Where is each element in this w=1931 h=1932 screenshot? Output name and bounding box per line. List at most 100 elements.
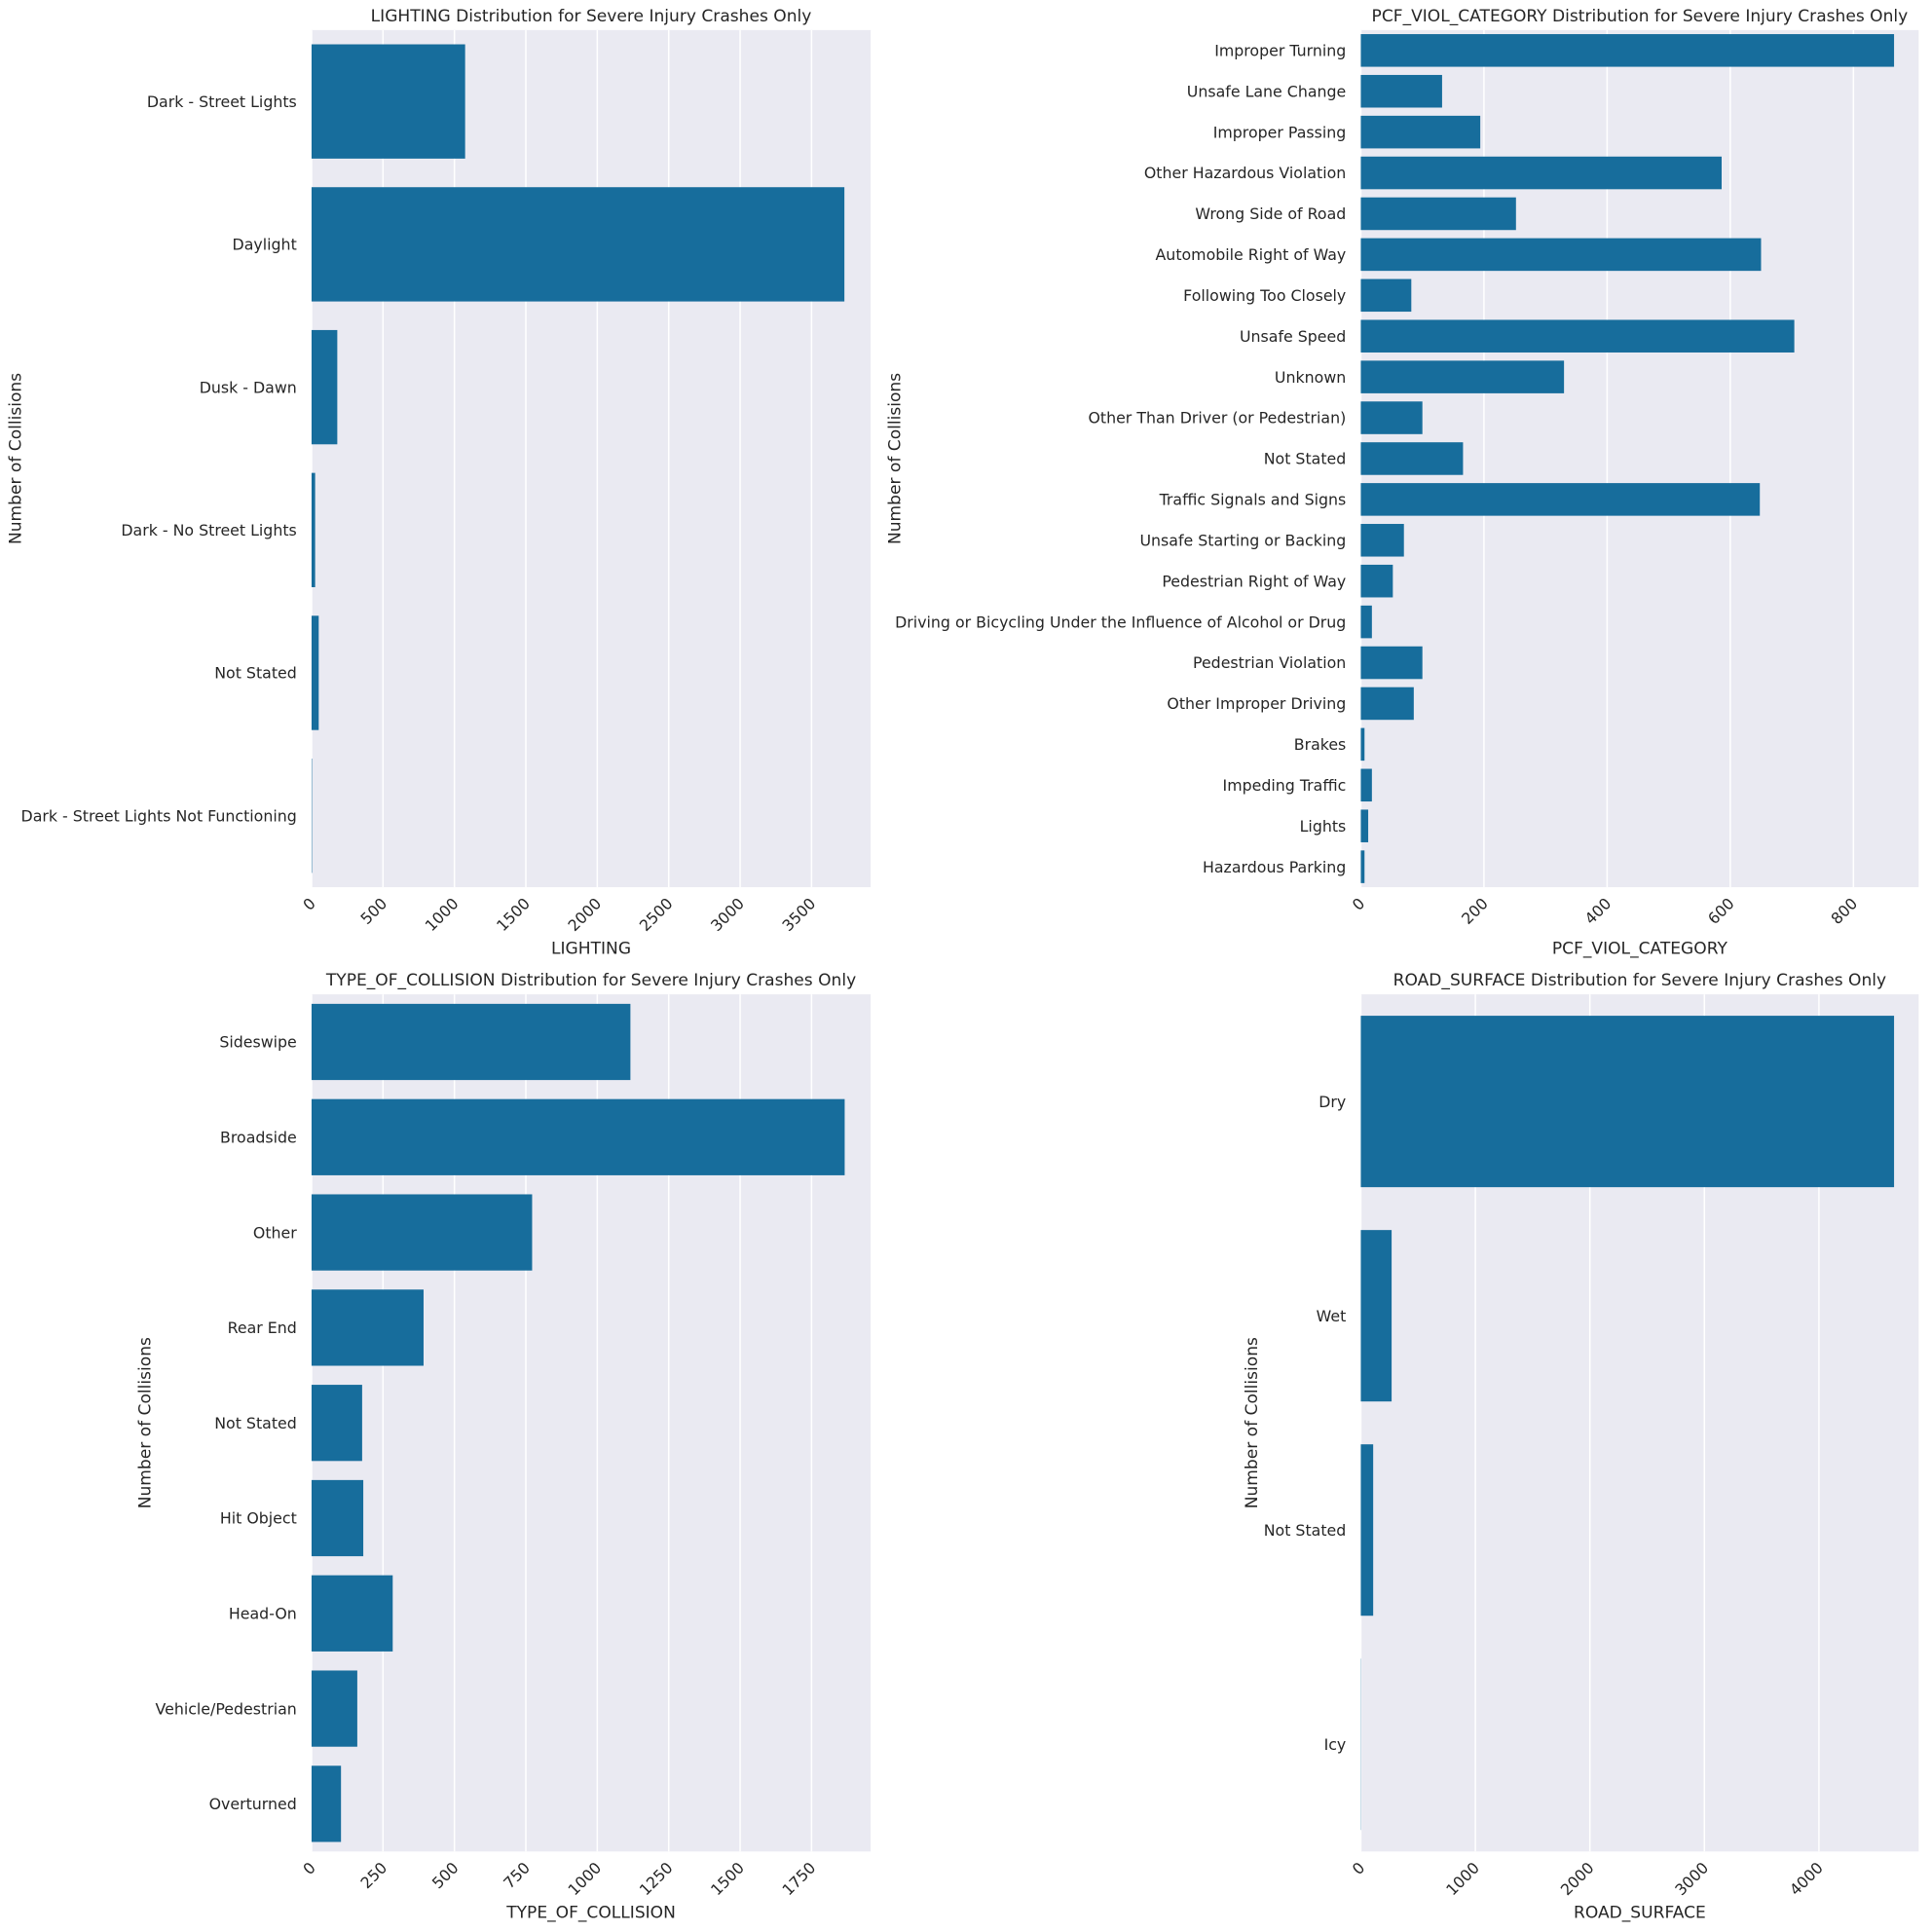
y-tick-label: Not Stated <box>1264 450 1347 468</box>
bar <box>1360 319 1795 353</box>
bar <box>311 472 316 587</box>
bar <box>311 1575 393 1652</box>
x-tick-label: 0 <box>299 1858 319 1878</box>
bar <box>1360 564 1393 598</box>
bar <box>311 1194 533 1271</box>
x-tick-label: 1000 <box>422 894 463 935</box>
bar <box>1360 687 1414 721</box>
subplot-4: 0 1000 2000 3000 4000 Dry Wet Not Stated Icy ROAD… <box>1243 971 1919 1923</box>
y-tick-label: Driving or Bicycling Under the Influence… <box>895 613 1346 631</box>
bar <box>311 1098 845 1175</box>
y-tick-label: Overturned <box>209 1795 297 1813</box>
y-tick-label: Brakes <box>1294 735 1347 754</box>
x-tick-label: 250 <box>356 1858 390 1892</box>
y-tick-label: Other Hazardous Violation <box>1144 164 1346 182</box>
y-tick-label: Sideswipe <box>219 1033 296 1052</box>
x-tick-label: 600 <box>1704 894 1738 928</box>
x-tick-label: 2000 <box>1557 1858 1598 1899</box>
bar <box>1360 646 1423 680</box>
x-tick-label: 800 <box>1827 894 1861 928</box>
y-tick-label: Following Too Closely <box>1183 286 1346 305</box>
y-tick-label: Not Stated <box>1264 1521 1347 1540</box>
bar <box>1360 605 1372 639</box>
x-tick-label: 750 <box>500 1858 534 1892</box>
y-tick-label: Unsafe Lane Change <box>1187 82 1347 100</box>
y-tick-label: Unsafe Starting or Backing <box>1139 531 1346 549</box>
bar <box>1360 238 1762 272</box>
x-axis-label: PCF_VIOL_CATEGORY <box>1552 939 1728 958</box>
y-tick-label: Wet <box>1317 1307 1347 1325</box>
x-tick-label: 3000 <box>1671 1858 1712 1899</box>
y-tick-label: Icy <box>1324 1735 1347 1754</box>
bar <box>1360 524 1404 557</box>
x-tick-label: 1500 <box>493 894 534 935</box>
bar <box>1360 401 1423 434</box>
x-tick-label: 0 <box>1349 894 1369 914</box>
chart-title: LIGHTING Distribution for Severe Injury … <box>371 7 812 26</box>
x-tick-label: 2000 <box>564 894 605 935</box>
bar <box>1360 727 1365 762</box>
y-tick-label: Hit Object <box>220 1509 297 1528</box>
y-tick-label: Unsafe Speed <box>1240 327 1346 346</box>
x-axis-label: LIGHTING <box>551 939 631 958</box>
x-tick-label: 500 <box>428 1858 463 1892</box>
y-tick-label: Lights <box>1300 817 1347 836</box>
x-tick-label: 0 <box>1349 1858 1369 1878</box>
y-tick-label: Not Stated <box>214 664 297 683</box>
y-tick-label: Hazardous Parking <box>1203 858 1346 876</box>
bar <box>1360 1016 1895 1188</box>
y-tick-label: Dark - Street Lights Not Functioning <box>21 806 297 825</box>
y-tick-label: Improper Passing <box>1213 123 1347 141</box>
x-tick-label: 4000 <box>1786 1858 1827 1899</box>
y-tick-label: Impeding Traffic <box>1223 776 1347 795</box>
bar <box>1360 156 1723 190</box>
x-tick-label: 3500 <box>778 894 819 935</box>
x-tick-label: 2500 <box>636 894 677 935</box>
bar <box>1360 483 1761 516</box>
y-tick-label: Unknown <box>1275 368 1346 387</box>
x-tick-label: 200 <box>1458 894 1492 928</box>
bar <box>311 1385 362 1462</box>
x-axis-label: ROAD_SURFACE <box>1574 1904 1706 1923</box>
y-tick-label: Dry <box>1318 1093 1346 1111</box>
bar <box>311 1289 424 1366</box>
y-axis-label: Number of Collisions <box>885 373 905 544</box>
bar <box>311 187 845 302</box>
y-tick-label: Wrong Side of Road <box>1195 204 1346 223</box>
y-axis-label: Number of Collisions <box>1243 1337 1262 1508</box>
y-tick-label: Automobile Right of Way <box>1156 245 1347 264</box>
bar <box>1360 34 1895 67</box>
y-tick-label: Daylight <box>233 236 297 254</box>
x-tick-label: 400 <box>1581 894 1615 928</box>
y-tick-label: Not Stated <box>214 1414 297 1432</box>
chart-title: PCF_VIOL_CATEGORY Distribution for Sever… <box>1372 7 1909 26</box>
bar <box>1360 442 1464 475</box>
y-tick-label: Improper Turning <box>1214 42 1346 60</box>
bar <box>311 1765 342 1842</box>
plot-area <box>311 29 872 888</box>
bar <box>1360 809 1369 842</box>
bar <box>311 1670 357 1747</box>
x-tick-label: 1750 <box>778 1858 819 1899</box>
y-tick-label: Traffic Signals and Signs <box>1159 491 1347 509</box>
chart-title: ROAD_SURFACE Distribution for Severe Inj… <box>1393 971 1887 990</box>
bar <box>1360 279 1412 313</box>
bar <box>311 615 319 730</box>
bar <box>311 329 338 445</box>
y-axis-label: Number of Collisions <box>135 1337 155 1508</box>
bar <box>311 1003 631 1081</box>
x-tick-label: 1250 <box>636 1858 677 1899</box>
subplot-1: 0 500 1000 1500 2000 2500 3000 3500 Dark - Stree… <box>6 7 872 958</box>
y-tick-label: Vehicle/Pedestrian <box>156 1699 297 1718</box>
y-tick-label: Pedestrian Violation <box>1193 653 1346 672</box>
bar <box>311 1479 364 1557</box>
subplot-2: 0 200 400 600 800 Improper Turning Unsafe Lane… <box>885 7 1919 958</box>
y-tick-label: Dusk - Dawn <box>200 378 297 396</box>
y-tick-label: Other Than Driver (or Pedestrian) <box>1088 409 1346 427</box>
x-tick-label: 0 <box>299 894 319 914</box>
subplot-3: 0 250 500 750 1000 1250 1500 1750 Sideswipe Broad… <box>135 971 872 1923</box>
y-tick-label: Other <box>253 1223 297 1242</box>
bar <box>1360 1444 1374 1616</box>
x-tick-label: 1000 <box>564 1858 605 1899</box>
